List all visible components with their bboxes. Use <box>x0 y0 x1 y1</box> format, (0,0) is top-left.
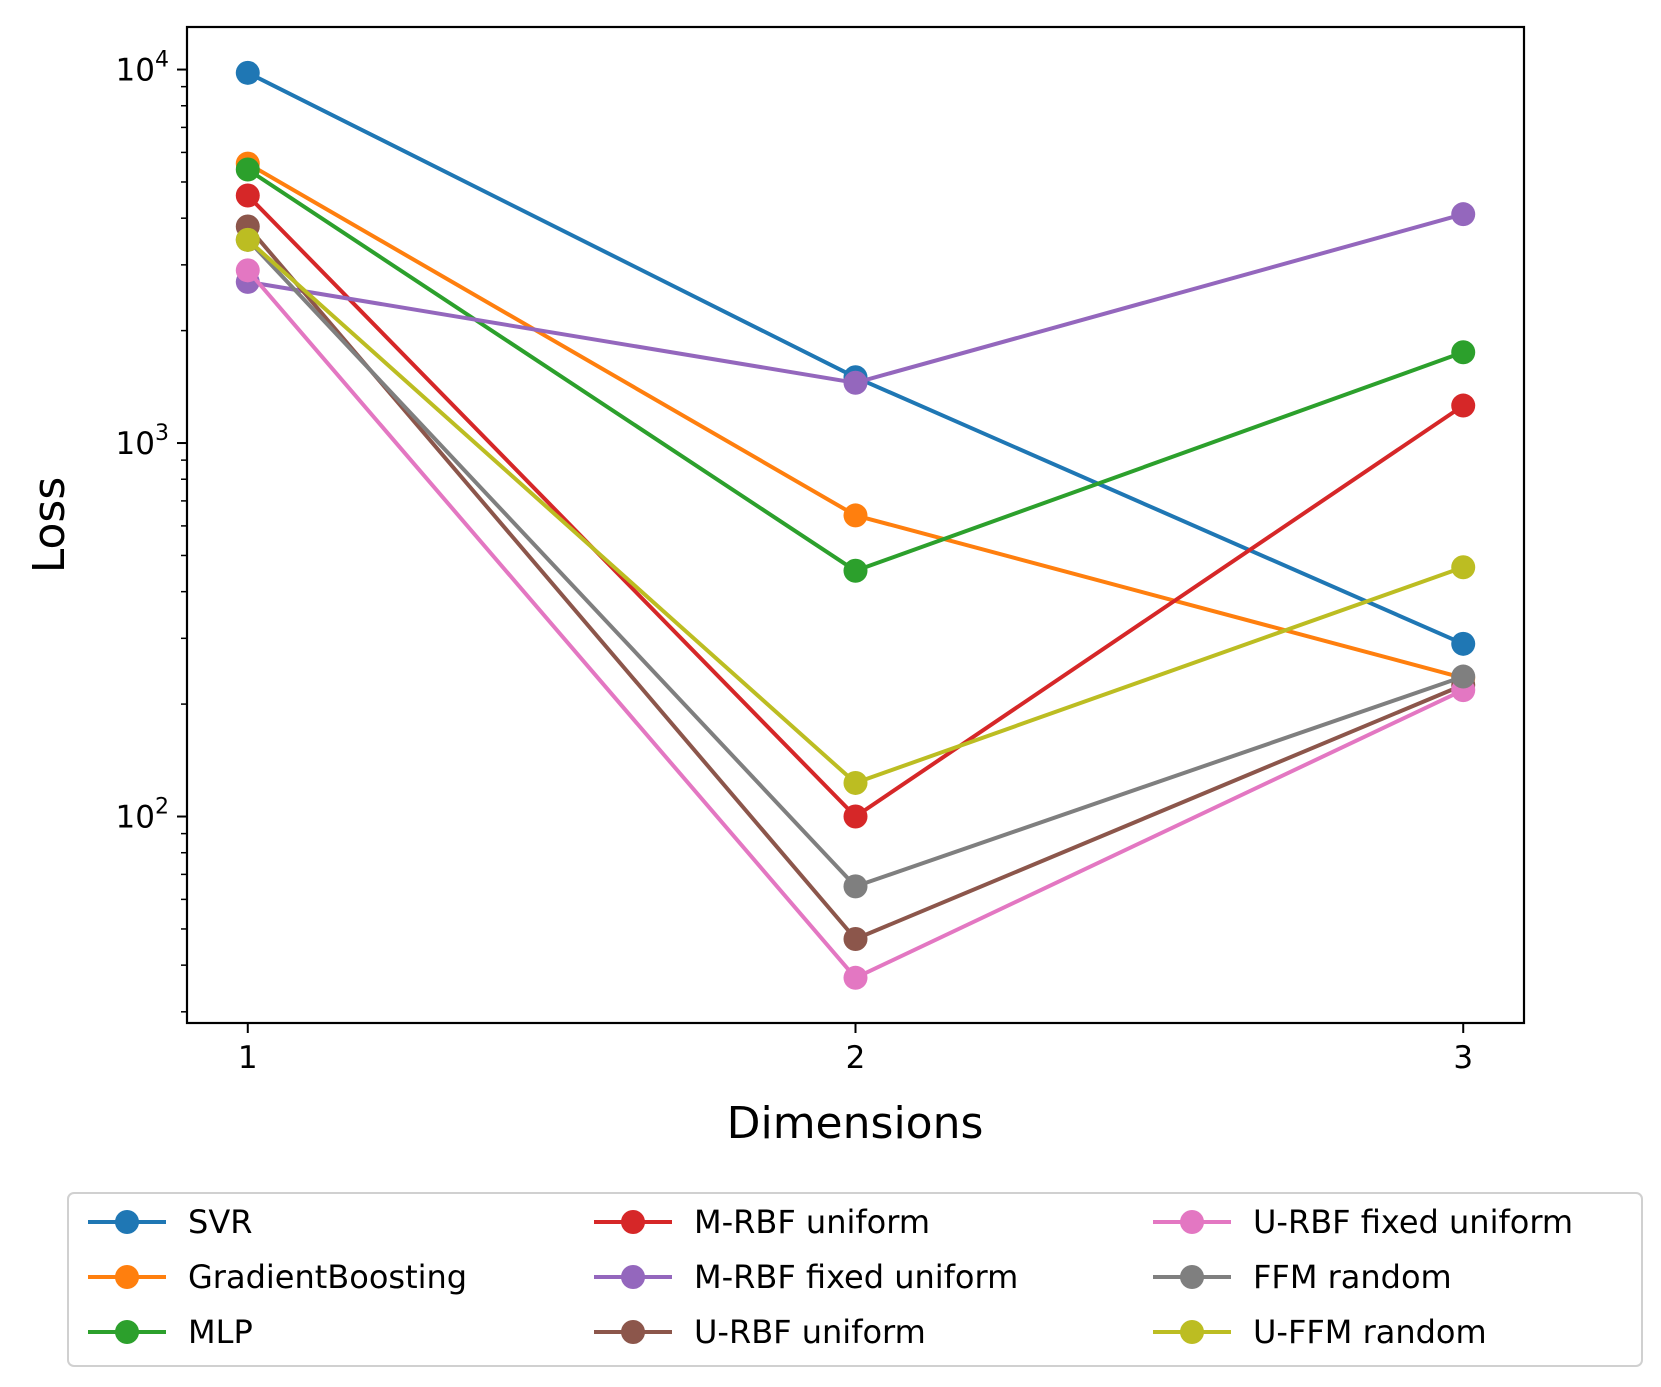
legend-entry: U-FFM random <box>1153 1313 1487 1351</box>
legend-label: U-FFM random <box>1253 1313 1487 1351</box>
x-axis-title: Dimensions <box>727 1098 984 1149</box>
data-point <box>235 157 260 182</box>
data-point <box>1451 340 1476 365</box>
data-point <box>843 370 868 395</box>
legend-entry: U-RBF fixed uniform <box>1153 1203 1573 1241</box>
legend-entry: U-RBF uniform <box>594 1313 926 1351</box>
legend-label: GradientBoosting <box>188 1258 467 1296</box>
y-tick-label: 102 <box>116 795 169 836</box>
legend-entry: SVR <box>88 1203 252 1241</box>
series-2 <box>235 157 1476 583</box>
legend-swatch-marker <box>1180 1320 1204 1344</box>
data-point <box>235 183 260 208</box>
y-tick-label: 104 <box>116 48 169 89</box>
data-point <box>1451 664 1476 689</box>
legend-frame <box>67 1192 1643 1367</box>
legend-swatch-marker <box>621 1265 645 1289</box>
legend-swatch-marker <box>1180 1265 1204 1289</box>
data-point <box>843 965 868 990</box>
series-6 <box>235 258 1476 990</box>
legend-label: FFM random <box>1253 1258 1452 1296</box>
legend-swatch-marker <box>621 1320 645 1344</box>
ticks-layer: 1 2 3 102 103 104 <box>116 48 1474 1076</box>
x-tick-label: 1 <box>238 1040 258 1076</box>
legend-entry: GradientBoosting <box>88 1258 467 1296</box>
legend-label: MLP <box>188 1313 253 1351</box>
data-point <box>1451 555 1476 580</box>
legend-swatch-marker <box>621 1210 645 1234</box>
data-point <box>235 258 260 283</box>
data-point <box>843 770 868 795</box>
legend-swatch-marker <box>115 1265 139 1289</box>
data-point <box>235 60 260 85</box>
data-point <box>843 558 868 583</box>
series-layer <box>235 60 1476 990</box>
x-tick-label: 3 <box>1453 1040 1473 1076</box>
data-point <box>843 503 868 528</box>
series-3 <box>235 183 1476 829</box>
y-axis-title: Loss <box>24 477 75 574</box>
legend-swatch-marker <box>1180 1210 1204 1234</box>
x-tick-label: 2 <box>846 1040 866 1076</box>
data-point <box>843 874 868 899</box>
legend-swatch-marker <box>115 1210 139 1234</box>
legend-label: M-RBF uniform <box>694 1203 930 1241</box>
data-point <box>1451 393 1476 418</box>
data-point <box>235 227 260 252</box>
data-point <box>1451 631 1476 656</box>
data-point <box>1451 202 1476 227</box>
legend-entry: M-RBF fixed uniform <box>594 1258 1018 1296</box>
legend-label: U-RBF fixed uniform <box>1253 1203 1573 1241</box>
legend-swatch-marker <box>115 1320 139 1344</box>
legend-entry: MLP <box>88 1313 253 1351</box>
series-8 <box>235 227 1476 795</box>
legend-label: SVR <box>188 1203 252 1241</box>
legend-entry: M-RBF uniform <box>594 1203 930 1241</box>
legend-label: U-RBF uniform <box>694 1313 926 1351</box>
data-point <box>843 926 868 951</box>
legend-label: M-RBF fixed uniform <box>694 1258 1018 1296</box>
legend-entry: FFM random <box>1153 1258 1452 1296</box>
legend: SVR GradientBoosting MLP M-RBF uniform M-RBF… <box>67 1192 1643 1367</box>
y-tick-label: 103 <box>116 421 169 462</box>
data-point <box>843 804 868 829</box>
